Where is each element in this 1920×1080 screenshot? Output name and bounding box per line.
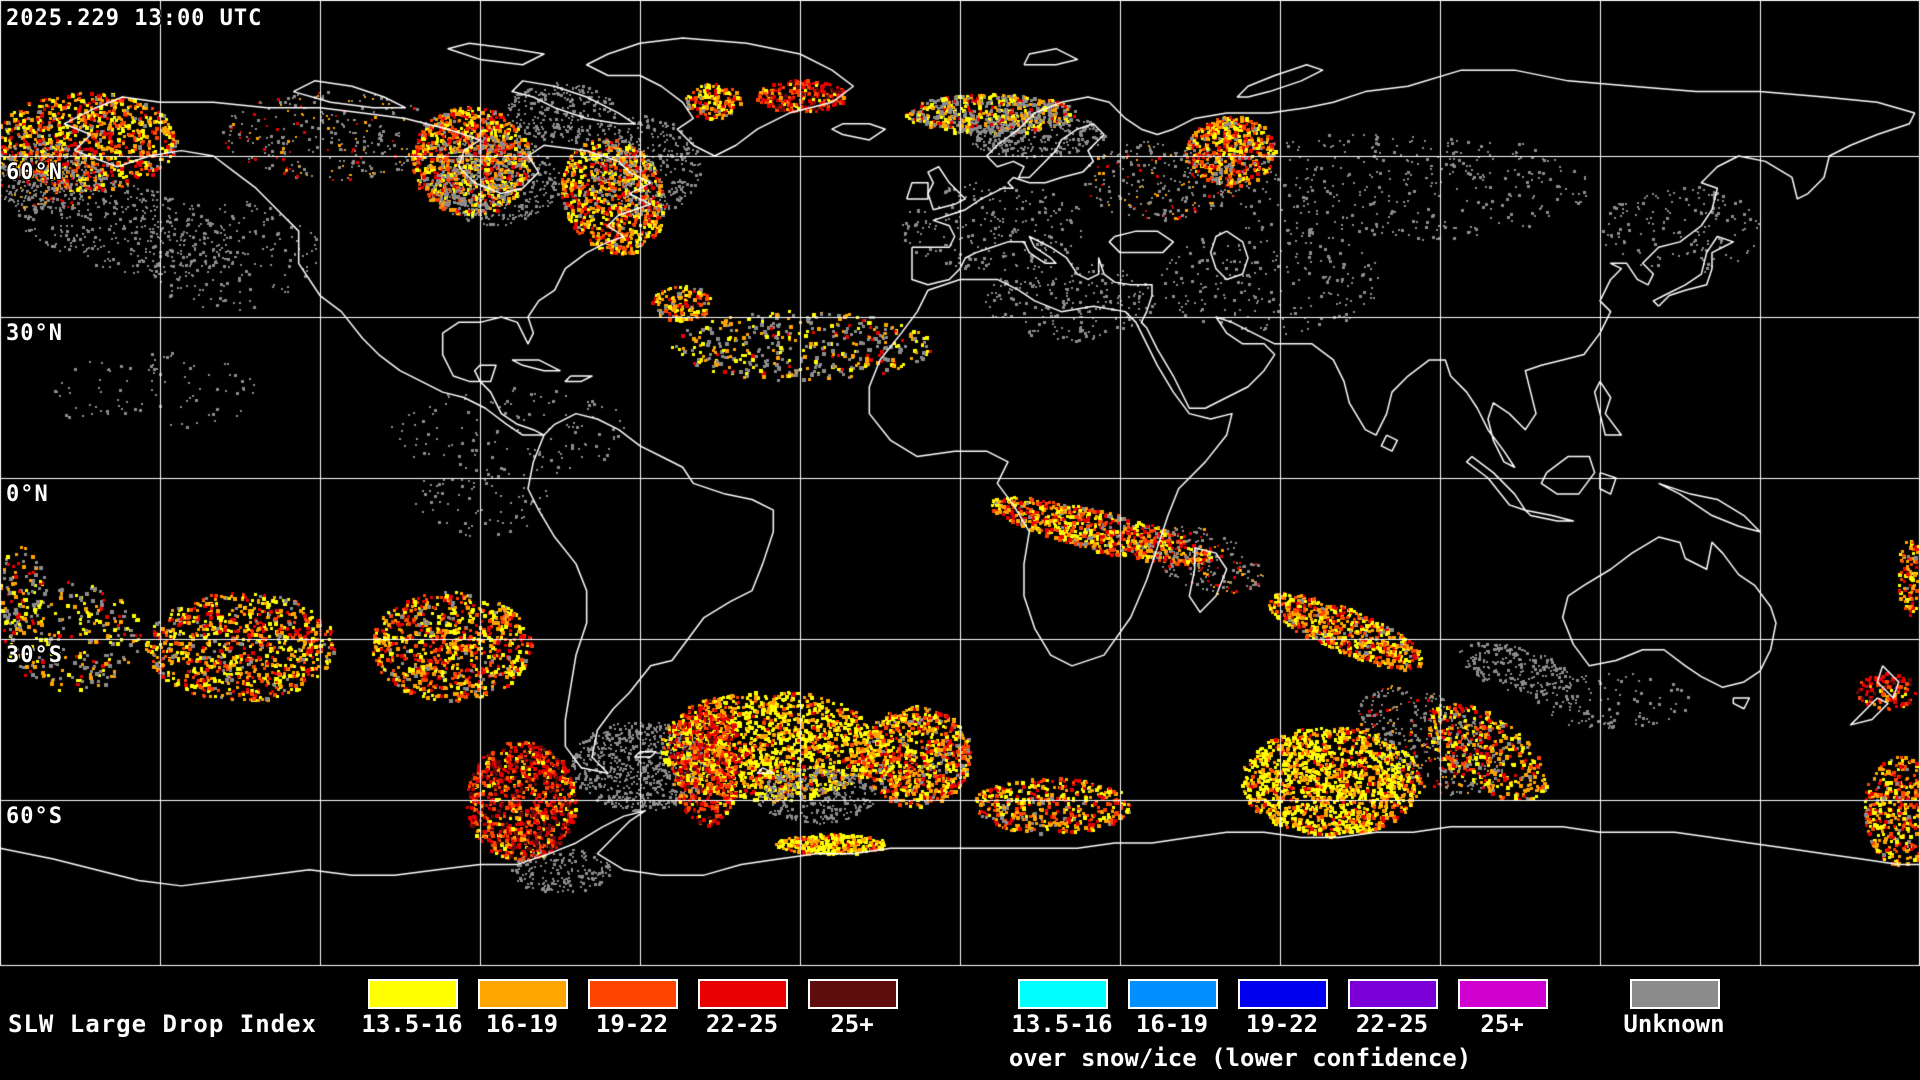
legend-bin-label: 19-22 [1245, 1010, 1319, 1038]
legend-swatch-warm-5 [808, 979, 898, 1009]
legend-bin-label: 16-19 [1135, 1010, 1209, 1038]
legend-swatch-snow-3 [1238, 979, 1328, 1009]
legend-title: SLW Large Drop Index [8, 1010, 317, 1038]
legend-bin-label: 13.5-16 [361, 1010, 463, 1038]
timestamp: 2025.229 13:00 UTC [6, 6, 263, 31]
lat-label-60s: 60°S [6, 804, 63, 829]
legend-swatch-snow-2 [1128, 979, 1218, 1009]
lat-label-30s: 30°S [6, 643, 63, 668]
legend-swatch-snow-1 [1018, 979, 1108, 1009]
legend-bin-label: 13.5-16 [1011, 1010, 1113, 1038]
legend-swatch-warm-1 [368, 979, 458, 1009]
legend-snow-note: over snow/ice (lower confidence) [1008, 1044, 1472, 1072]
legend-bin-label: 25+ [1480, 1010, 1524, 1038]
legend-swatch-warm-2 [478, 979, 568, 1009]
legend-bin-label: 19-22 [595, 1010, 669, 1038]
legend-swatch-warm-3 [588, 979, 678, 1009]
legend-bin-label: 16-19 [485, 1010, 559, 1038]
legend-bin-label: 25+ [830, 1010, 874, 1038]
legend-swatch-snow-4 [1348, 979, 1438, 1009]
lat-label-30n: 30°N [6, 321, 63, 346]
legend-swatch-unknown [1630, 979, 1720, 1009]
lat-label-60n: 60°N [6, 160, 63, 185]
legend-swatch-snow-5 [1458, 979, 1548, 1009]
legend-bin-label: 22-25 [1355, 1010, 1429, 1038]
legend-bin-label: 22-25 [705, 1010, 779, 1038]
lat-label-0n: 0°N [6, 482, 49, 507]
legend-bin-label: Unknown [1623, 1010, 1725, 1038]
legend-swatch-warm-4 [698, 979, 788, 1009]
